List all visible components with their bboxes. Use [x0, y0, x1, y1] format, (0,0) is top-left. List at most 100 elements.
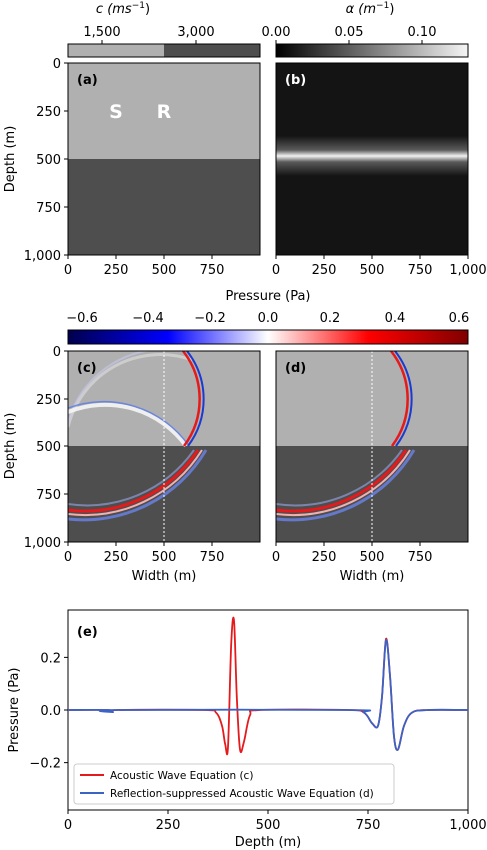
panel-c-y-axis: 0 250 500 750 1,000 Depth (m) — [3, 345, 68, 551]
panel-c: (c) 0 250 500 750 1,000 Depth (m) 0 250 … — [3, 345, 261, 584]
a-xtick-2: 500 — [152, 263, 177, 278]
panel-c-wavefield — [68, 351, 208, 522]
alpha-colorbar-frame — [275, 43, 469, 58]
d-xtick-3: 750 — [408, 550, 433, 565]
pressure-colorbar: Pressure (Pa) −0.6 −0.4 −0.2 0.0 0.2 0.4… — [66, 289, 470, 345]
panel-a-upper-layer — [68, 63, 260, 159]
d-xlabel: Width (m) — [340, 569, 405, 584]
d-xtick-2: 500 — [360, 550, 385, 565]
a-xtick-3: 750 — [200, 263, 225, 278]
e-ytick-label: 0.2 — [40, 651, 61, 666]
c-xtick-3: 750 — [200, 550, 225, 565]
speed-tick-2: 3,000 — [177, 25, 214, 40]
panel-e-label: (e) — [77, 625, 98, 640]
alpha-colorbar: α (m−1) 0.00 0.05 0.10 — [262, 1, 469, 58]
a-ytick-3: 750 — [36, 201, 61, 216]
e-xlabel: Depth (m) — [235, 835, 302, 850]
panel-a: (a) S R 0 250 500 750 1,000 Depth (m) 0 … — [3, 57, 261, 278]
panel-b-x-axis: 0 250 500 750 1,000 — [272, 255, 487, 278]
series-acoustic-wave-line — [67, 616, 469, 756]
pressure-tick-0: −0.6 — [66, 311, 98, 326]
e-xtick-label: 0 — [64, 818, 72, 833]
e-xtick-label: 750 — [356, 818, 381, 833]
a-ylabel: Depth (m) — [3, 126, 18, 193]
e-legend: Acoustic Wave Equation (c) Reflection-su… — [73, 763, 395, 805]
panel-a-lower-layer — [68, 159, 260, 255]
pressure-tick-5: 0.4 — [385, 311, 406, 326]
c-xlabel: Width (m) — [132, 569, 197, 584]
pressure-tick-6: 0.6 — [449, 311, 470, 326]
panel-b-attenuation-band — [276, 136, 468, 176]
e-xtick-label: 500 — [256, 818, 281, 833]
panel-d: (d) 0 250 500 750 Width (m) — [272, 350, 469, 584]
e-xtick-label: 250 — [156, 818, 181, 833]
pressure-gradient — [68, 330, 468, 344]
alpha-tick-2: 0.05 — [335, 25, 364, 40]
panel-c-x-axis: 0 250 500 750 Width (m) — [64, 542, 225, 584]
a-ytick-0: 0 — [53, 57, 61, 72]
e-series — [67, 616, 469, 756]
speed-swatch-upper — [68, 44, 164, 57]
panel-a-label: (a) — [77, 73, 98, 88]
panel-e-line-chart: (e) Pressure (Pa) Depth (m) 0 250 500 750 1,… — [7, 609, 487, 850]
pressure-colorbar-frame — [67, 329, 469, 345]
a-ytick-2: 500 — [36, 153, 61, 168]
pressure-colorbar-label: Pressure (Pa) — [225, 289, 310, 304]
legend-box — [73, 763, 395, 805]
b-xtick-4: 1,000 — [449, 263, 486, 278]
a-ytick-1: 250 — [36, 105, 61, 120]
c-xtick-1: 250 — [104, 550, 129, 565]
panel-b-label: (b) — [285, 73, 306, 88]
c-xtick-2: 500 — [152, 550, 177, 565]
c-ytick-0: 0 — [53, 345, 61, 360]
c-ytick-1: 250 — [36, 393, 61, 408]
legend-label-awe: Acoustic Wave Equation (c) — [110, 770, 253, 782]
c-ylabel: Depth (m) — [3, 413, 18, 480]
panel-b: (b) 0 250 500 750 1,000 — [272, 62, 487, 278]
a-ytick-4: 1,000 — [24, 249, 61, 264]
alpha-colorbar-label: α (m−1) — [346, 1, 395, 17]
b-xtick-3: 750 — [408, 263, 433, 278]
source-marker: S — [109, 101, 123, 123]
speed-tick-1: 1,500 — [83, 25, 120, 40]
panel-d-x-axis: 0 250 500 750 Width (m) — [272, 542, 433, 584]
legend-label-rsawe: Reflection-suppressed Acoustic Wave Equa… — [110, 788, 374, 800]
pressure-tick-1: −0.4 — [132, 311, 164, 326]
panel-c-upper-layer — [68, 351, 260, 446]
receiver-marker: R — [157, 101, 172, 123]
speed-colorbar: c (ms−1) 1,500 3,000 — [67, 1, 261, 58]
c-ytick-2: 500 — [36, 440, 61, 455]
pressure-tick-3: 0.0 — [258, 311, 279, 326]
b-xtick-1: 250 — [312, 263, 337, 278]
pressure-tick-4: 0.2 — [320, 311, 341, 326]
e-ytick-label: −0.2 — [29, 757, 61, 772]
panel-c-label: (c) — [77, 361, 97, 376]
panel-a-y-axis: 0 250 500 750 1,000 Depth (m) — [3, 57, 68, 264]
e-ticks: 0 250 500 750 1,000 0.2 0.0 −0.2 — [29, 651, 486, 833]
series-reflection-suppressed-line — [67, 639, 469, 751]
d-xtick-0: 0 — [272, 550, 280, 565]
e-ytick-label: 0.0 — [40, 704, 61, 719]
a-xtick-1: 250 — [104, 263, 129, 278]
b-xtick-0: 0 — [272, 263, 280, 278]
a-xtick-0: 0 — [64, 263, 72, 278]
alpha-gradient — [276, 44, 468, 57]
c-ytick-3: 750 — [36, 488, 61, 503]
e-xtick-label: 1,000 — [449, 818, 486, 833]
panel-a-x-axis: 0 250 500 750 — [64, 255, 225, 278]
speed-swatch-lower — [164, 44, 260, 57]
alpha-tick-1: 0.00 — [262, 25, 291, 40]
panel-d-label: (d) — [285, 361, 306, 376]
c-ytick-4: 1,000 — [24, 536, 61, 551]
pressure-tick-2: −0.2 — [194, 311, 226, 326]
alpha-tick-3: 0.10 — [408, 25, 437, 40]
b-xtick-2: 500 — [360, 263, 385, 278]
d-xtick-1: 250 — [312, 550, 337, 565]
c-xtick-0: 0 — [64, 550, 72, 565]
e-ylabel: Pressure (Pa) — [7, 667, 22, 752]
speed-colorbar-frame — [67, 43, 261, 58]
panel-d-wavefield — [276, 351, 416, 522]
panel-d-upper-layer — [276, 351, 468, 446]
speed-colorbar-label: c (ms−1) — [96, 1, 150, 17]
